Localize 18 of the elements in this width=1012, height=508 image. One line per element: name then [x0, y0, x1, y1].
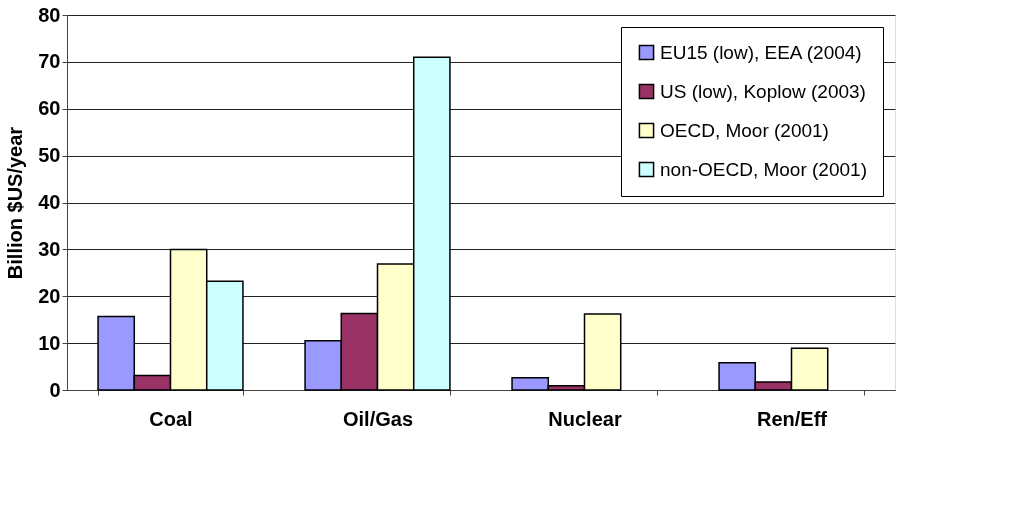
legend-label: EU15 (low), EEA (2004) — [660, 41, 862, 63]
y-axis-title: Billion $US/year — [4, 126, 27, 280]
y-tick-label: 70 — [38, 50, 61, 73]
y-tick-label: 40 — [38, 191, 61, 213]
legend-label: US (low), Koplow (2003) — [660, 80, 866, 102]
y-tick-label: 80 — [38, 3, 61, 26]
x-tick-label: Nuclear — [548, 407, 622, 430]
y-tick-label: 0 — [49, 378, 61, 401]
x-tick-label: Ren/Eff — [757, 407, 828, 430]
y-tick-label: 30 — [38, 237, 61, 260]
y-tick-label: 10 — [38, 331, 61, 354]
y-tick-label: 60 — [38, 97, 61, 120]
y-tick-label: 50 — [38, 144, 61, 167]
legend-label: non-OECD, Moor (2001) — [660, 158, 867, 180]
y-tick-label: 20 — [38, 284, 61, 307]
legend-label: OECD, Moor (2001) — [660, 119, 829, 141]
x-tick-label: Coal — [149, 407, 193, 430]
x-tick-label: Oil/Gas — [342, 407, 414, 430]
